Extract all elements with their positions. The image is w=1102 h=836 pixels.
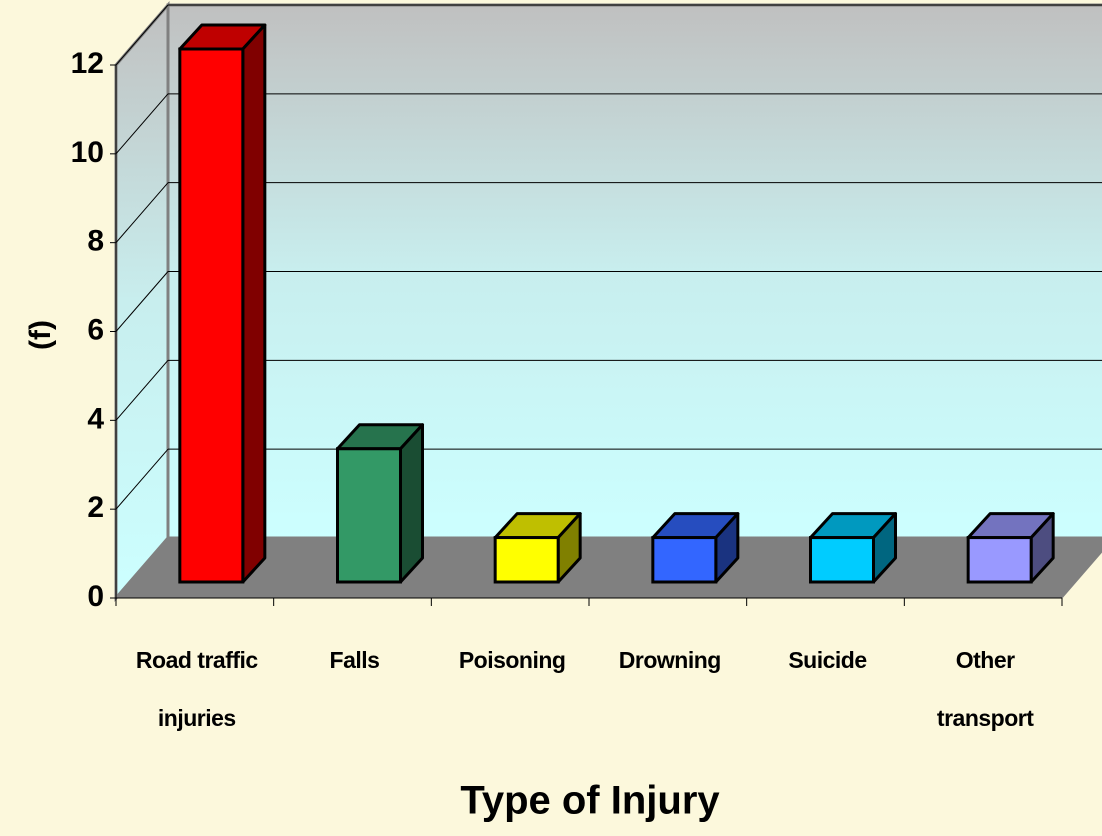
y-tick-label: 12: [71, 47, 104, 80]
grid-line: [115, 182, 169, 243]
y-tick-label: 2: [87, 491, 104, 524]
x-tick-label: Poisoning: [458, 647, 566, 673]
grid-line: [115, 4, 169, 66]
bar: [336, 447, 402, 584]
bar: [651, 536, 718, 584]
bar: [178, 47, 245, 584]
x-tick-label: Road traffic injuries: [135, 647, 258, 731]
bar-side: [241, 23, 267, 584]
bar: [493, 536, 560, 584]
bar: [809, 536, 875, 584]
y-tick-label: 8: [87, 225, 104, 258]
y-tick-label: 10: [71, 136, 104, 169]
grid-line: [115, 271, 169, 332]
grid-line: [115, 448, 169, 510]
y-tick-label: 4: [87, 402, 104, 435]
x-tick-label: Suicide: [788, 647, 867, 673]
x-tick-label: Other transport: [936, 647, 1034, 731]
grid-line: [115, 360, 169, 421]
bar-side: [399, 423, 424, 584]
grid-line: [115, 93, 169, 155]
x-axis-label: Type of Injury: [460, 779, 720, 823]
floor-right: [1061, 537, 1102, 599]
y-tick-label: 6: [87, 313, 104, 346]
y-tick-label: 0: [87, 580, 104, 613]
x-tick-label: Drowning: [618, 647, 722, 673]
bar: [966, 536, 1033, 584]
y-axis-label: (f): [24, 320, 57, 350]
x-tick-label: Falls: [329, 647, 380, 673]
